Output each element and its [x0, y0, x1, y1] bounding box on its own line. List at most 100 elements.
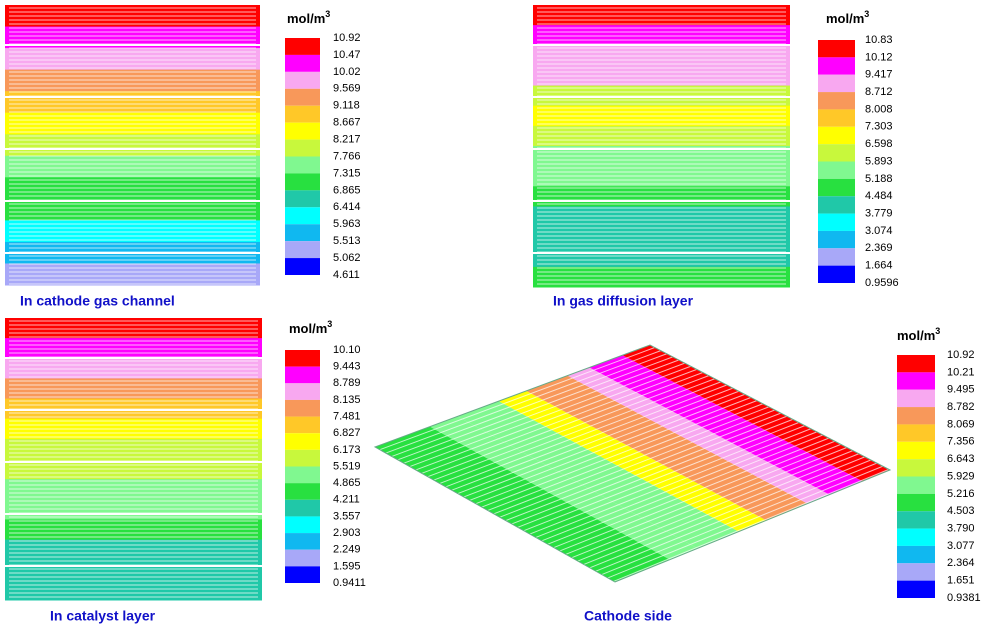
channel-line	[469, 393, 745, 501]
legend-swatch	[285, 241, 320, 259]
legend-label: 10.83	[865, 34, 893, 46]
contour-band	[5, 220, 260, 243]
contour-band	[430, 416, 698, 560]
contour-band	[5, 48, 260, 71]
unit-label: mol/m3	[897, 326, 940, 343]
legend-swatch	[285, 156, 320, 174]
channel-line	[487, 403, 763, 511]
legend-swatch	[818, 109, 855, 127]
contour-band	[498, 390, 767, 532]
channel-line	[493, 406, 769, 515]
channel-line	[499, 409, 775, 518]
legend-label: 0.9381	[947, 592, 981, 604]
legend-swatch	[818, 57, 855, 75]
legend-label: 8.135	[333, 394, 361, 406]
legend-swatch	[285, 122, 320, 140]
legend-label: 9.118	[333, 100, 360, 112]
legend-swatch	[897, 389, 935, 408]
legend-label: 6.827	[333, 427, 361, 439]
legend-swatch	[285, 105, 320, 123]
contour-band	[375, 426, 670, 582]
legend-label: 9.443	[333, 361, 361, 373]
legend-swatch	[818, 265, 855, 283]
legend-swatch	[285, 173, 320, 191]
legend-swatch	[897, 441, 935, 460]
legend-swatch	[285, 499, 320, 517]
channel-line	[481, 400, 757, 508]
legend-swatch	[818, 196, 855, 214]
contour-band	[5, 134, 260, 157]
legend-label: 8.789	[333, 377, 361, 389]
legend-label: 1.595	[333, 560, 361, 572]
legend-swatch	[285, 383, 320, 400]
channel-line	[535, 428, 811, 538]
unit-base: mol/m	[287, 11, 325, 26]
legend-swatch	[897, 580, 935, 598]
legend-swatch	[285, 88, 320, 106]
legend-label: 10.47	[333, 49, 361, 61]
legend-label: 4.865	[333, 477, 361, 489]
legend-swatch	[818, 40, 855, 58]
legend-swatch	[818, 92, 855, 110]
legend-swatch	[285, 224, 320, 242]
channel-line	[409, 362, 685, 468]
legend-swatch	[897, 528, 935, 546]
legend-swatch	[285, 549, 320, 567]
unit-exp: 3	[864, 9, 869, 19]
legend-label: 3.790	[947, 522, 975, 534]
legend-swatch	[818, 248, 855, 266]
legend-label: 7.766	[333, 150, 361, 162]
legend-label: 7.481	[333, 410, 361, 422]
legend-label: 9.495	[947, 384, 975, 396]
legend-label: 5.513	[333, 235, 361, 247]
legend-swatch	[818, 213, 855, 231]
contour-band	[5, 338, 262, 359]
legend-swatch	[285, 366, 320, 384]
legend-label: 2.249	[333, 544, 361, 556]
channel-line	[427, 372, 703, 478]
legend-label: 10.92	[333, 32, 361, 44]
channel-line	[601, 462, 877, 576]
unit-base: mol/m	[826, 11, 864, 26]
legend-label: 4.211	[333, 494, 360, 506]
legend-label: 9.569	[333, 83, 361, 95]
legend-swatch	[285, 466, 320, 484]
channel-line	[613, 468, 889, 582]
legend-swatch	[285, 258, 320, 275]
legend-swatch	[818, 126, 855, 145]
channel-line	[595, 459, 871, 572]
legend-label: 5.519	[333, 460, 361, 472]
legend-label: 9.417	[865, 69, 893, 81]
unit-exp: 3	[327, 319, 332, 329]
legend-swatch	[285, 433, 320, 450]
legend-swatch	[285, 207, 320, 225]
channel-line	[559, 440, 835, 552]
channel-line	[433, 375, 709, 481]
legend-label: 5.062	[333, 252, 361, 264]
legend-label: 8.782	[947, 401, 975, 413]
legend-swatch	[897, 407, 935, 425]
caption: Cathode side	[584, 608, 672, 624]
legend-label: 3.074	[865, 225, 893, 237]
channel-line	[547, 434, 823, 545]
contour-band	[457, 401, 739, 549]
unit-label: mol/m3	[289, 319, 332, 336]
unit-base: mol/m	[289, 321, 327, 336]
unit-exp: 3	[325, 9, 330, 19]
channel-line	[421, 368, 697, 474]
legend-label: 8.217	[333, 133, 361, 145]
channel-line	[523, 422, 799, 532]
legend-label: 6.414	[333, 201, 361, 213]
legend-label: 6.598	[865, 138, 893, 150]
legend-swatch	[285, 533, 320, 550]
legend-label: 3.779	[865, 207, 893, 219]
legend-swatch	[285, 71, 320, 89]
unit-label: mol/m3	[826, 9, 869, 26]
legend-swatch	[818, 144, 855, 162]
channel-line	[457, 387, 733, 495]
contour-band	[533, 25, 790, 46]
caption: In cathode gas channel	[20, 293, 175, 309]
channel-line	[379, 347, 655, 451]
legend-swatch	[285, 38, 320, 55]
unit-exp: 3	[935, 326, 940, 336]
